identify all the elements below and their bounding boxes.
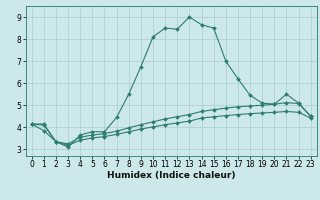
X-axis label: Humidex (Indice chaleur): Humidex (Indice chaleur): [107, 171, 236, 180]
